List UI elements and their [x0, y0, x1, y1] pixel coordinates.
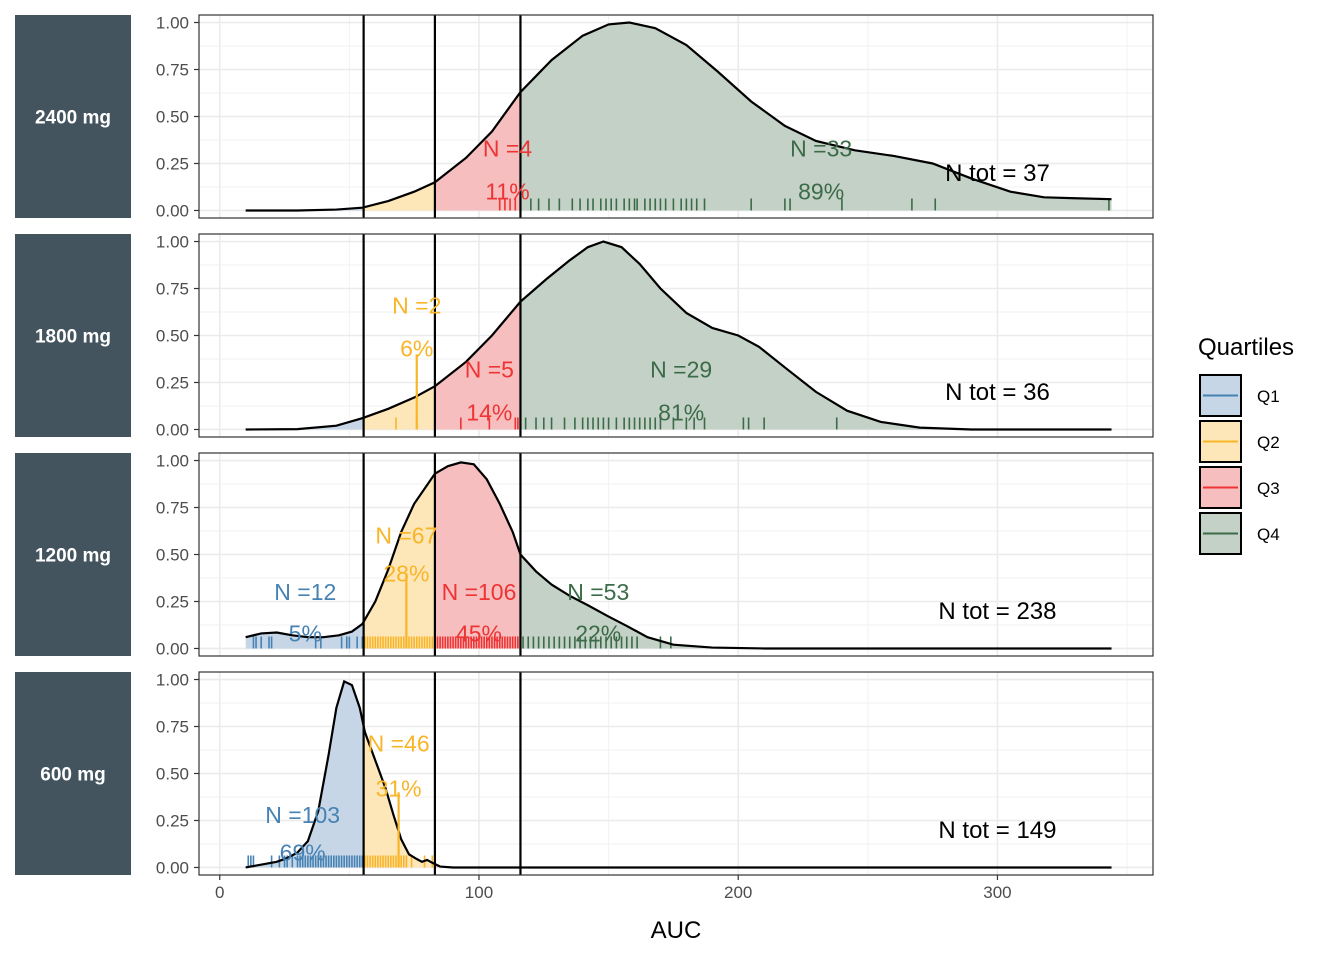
- n-total-label: N tot = 238: [938, 598, 1056, 625]
- strip-label: 600 mg: [40, 765, 105, 786]
- x-axis-title: AUC: [651, 917, 702, 944]
- legend-label: Q2: [1257, 433, 1280, 452]
- strip-label: 1800 mg: [35, 327, 111, 348]
- annotation-percent-q4: 22%: [575, 620, 621, 646]
- annotation-count-q2: N =67: [375, 523, 437, 549]
- strip-label: 2400 mg: [35, 108, 111, 129]
- n-total-label: N tot = 36: [945, 379, 1050, 406]
- annotation-count-q4: N =33: [790, 135, 852, 161]
- y-tick-label: 0.25: [156, 154, 189, 173]
- annotation-count-q1: N =103: [265, 802, 340, 828]
- y-tick-label: 1.00: [156, 671, 189, 690]
- annotation-percent-q3: 11%: [485, 179, 529, 205]
- annotation-percent-q1: 69%: [280, 839, 326, 865]
- y-tick-label: 0.00: [156, 858, 189, 877]
- annotation-count-q2: N =46: [368, 730, 430, 756]
- y-tick-label: 1.00: [156, 14, 189, 33]
- annotation-percent-q1: 5%: [289, 620, 322, 646]
- strip-label: 1200 mg: [35, 546, 111, 567]
- annotation-percent-q3: 14%: [466, 400, 512, 426]
- annotation-count-q3: N =106: [442, 579, 517, 605]
- annotation-percent-q2: 28%: [383, 560, 429, 586]
- annotation-count-q4: N =29: [650, 356, 712, 382]
- n-total-label: N tot = 37: [945, 160, 1050, 187]
- annotation-percent-q2: 31%: [376, 776, 422, 802]
- annotation-count-q4: N =53: [567, 579, 629, 605]
- y-tick-label: 0.75: [156, 280, 189, 299]
- y-tick-label: 0.50: [156, 327, 189, 346]
- y-tick-label: 0.00: [156, 639, 189, 658]
- legend-label: Q1: [1257, 387, 1280, 406]
- annotation-count-q2: N =2: [392, 292, 441, 318]
- x-tick-label: 200: [724, 883, 752, 902]
- n-total-label: N tot = 149: [938, 817, 1056, 844]
- annotation-count-q3: N =4: [483, 135, 532, 161]
- annotation-percent-q3: 45%: [456, 620, 502, 646]
- y-tick-label: 0.75: [156, 718, 189, 737]
- legend-title: Quartiles: [1198, 334, 1294, 361]
- y-tick-label: 0.25: [156, 373, 189, 392]
- y-tick-label: 1.00: [156, 452, 189, 471]
- annotation-count-q1: N =12: [274, 579, 336, 605]
- annotation-count-q3: N =5: [465, 356, 514, 382]
- y-tick-label: 0.50: [156, 765, 189, 784]
- x-tick-label: 0: [215, 883, 224, 902]
- y-tick-label: 0.75: [156, 61, 189, 80]
- annotation-percent-q4: 89%: [798, 179, 844, 205]
- y-tick-label: 0.25: [156, 811, 189, 830]
- y-tick-label: 0.50: [156, 108, 189, 127]
- x-tick-label: 300: [983, 883, 1011, 902]
- y-tick-label: 0.75: [156, 499, 189, 518]
- legend-label: Q3: [1257, 479, 1280, 498]
- annotation-percent-q4: 81%: [658, 400, 704, 426]
- legend-label: Q4: [1257, 525, 1280, 544]
- y-tick-label: 0.00: [156, 420, 189, 439]
- x-tick-label: 100: [465, 883, 493, 902]
- y-tick-label: 0.00: [156, 201, 189, 220]
- y-tick-label: 0.50: [156, 546, 189, 565]
- y-tick-label: 1.00: [156, 233, 189, 252]
- annotation-percent-q2: 6%: [400, 336, 433, 362]
- y-tick-label: 0.25: [156, 592, 189, 611]
